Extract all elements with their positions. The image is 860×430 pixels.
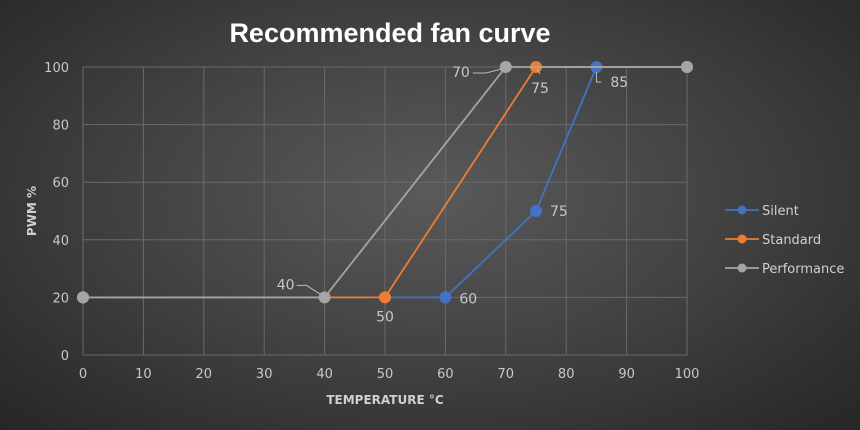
- data-label: 40: [277, 277, 295, 293]
- data-label: 70: [452, 65, 470, 81]
- series-line-performance: [83, 66, 687, 299]
- y-tick-label: 80: [52, 119, 69, 134]
- leader-line: [536, 68, 541, 75]
- y-tick-label: 0: [61, 349, 69, 364]
- y-tick-label: 100: [44, 61, 69, 76]
- data-point-silent: [439, 291, 452, 304]
- data-point-performance: [681, 61, 693, 73]
- data-point-performance: [318, 291, 331, 304]
- x-tick-label: 80: [558, 367, 575, 382]
- legend-marker-standard: [737, 234, 747, 244]
- data-point-performance: [499, 61, 512, 73]
- legend-marker-silent: [737, 205, 747, 215]
- data-label: 85: [610, 75, 628, 91]
- data-point-performance: [77, 291, 89, 304]
- x-tick-label: 100: [675, 367, 700, 382]
- leader-line: [472, 68, 502, 74]
- leader-line: [296, 284, 321, 295]
- data-label: 50: [376, 309, 394, 325]
- data-label: 75: [531, 81, 549, 97]
- x-tick-label: 50: [377, 367, 394, 382]
- x-tick-label: 90: [618, 367, 635, 382]
- x-axis-label: TEMPERATURE °C: [326, 393, 443, 407]
- data-point-silent: [530, 205, 542, 217]
- y-tick-label: 20: [52, 291, 69, 306]
- y-axis-label: PWM %: [25, 186, 39, 236]
- chart-title: Recommended fan curve: [229, 18, 550, 48]
- data-label: 60: [459, 291, 477, 307]
- y-tick-label: 60: [52, 176, 69, 191]
- x-tick-label: 0: [79, 367, 87, 382]
- x-tick-label: 70: [498, 367, 515, 382]
- x-tick-label: 30: [256, 367, 273, 382]
- x-tick-label: 20: [196, 367, 213, 382]
- leader-line: [595, 72, 602, 83]
- legend-marker-performance: [737, 263, 747, 273]
- legend-label: Standard: [762, 233, 821, 248]
- x-tick-label: 40: [316, 367, 333, 382]
- data-label: 75: [550, 204, 568, 220]
- x-tick-label: 10: [135, 367, 152, 382]
- legend-label: Silent: [762, 204, 799, 219]
- legend-label: Performance: [762, 262, 844, 277]
- data-point-standard: [379, 291, 391, 304]
- x-tick-label: 60: [437, 367, 454, 382]
- y-tick-label: 40: [52, 234, 69, 249]
